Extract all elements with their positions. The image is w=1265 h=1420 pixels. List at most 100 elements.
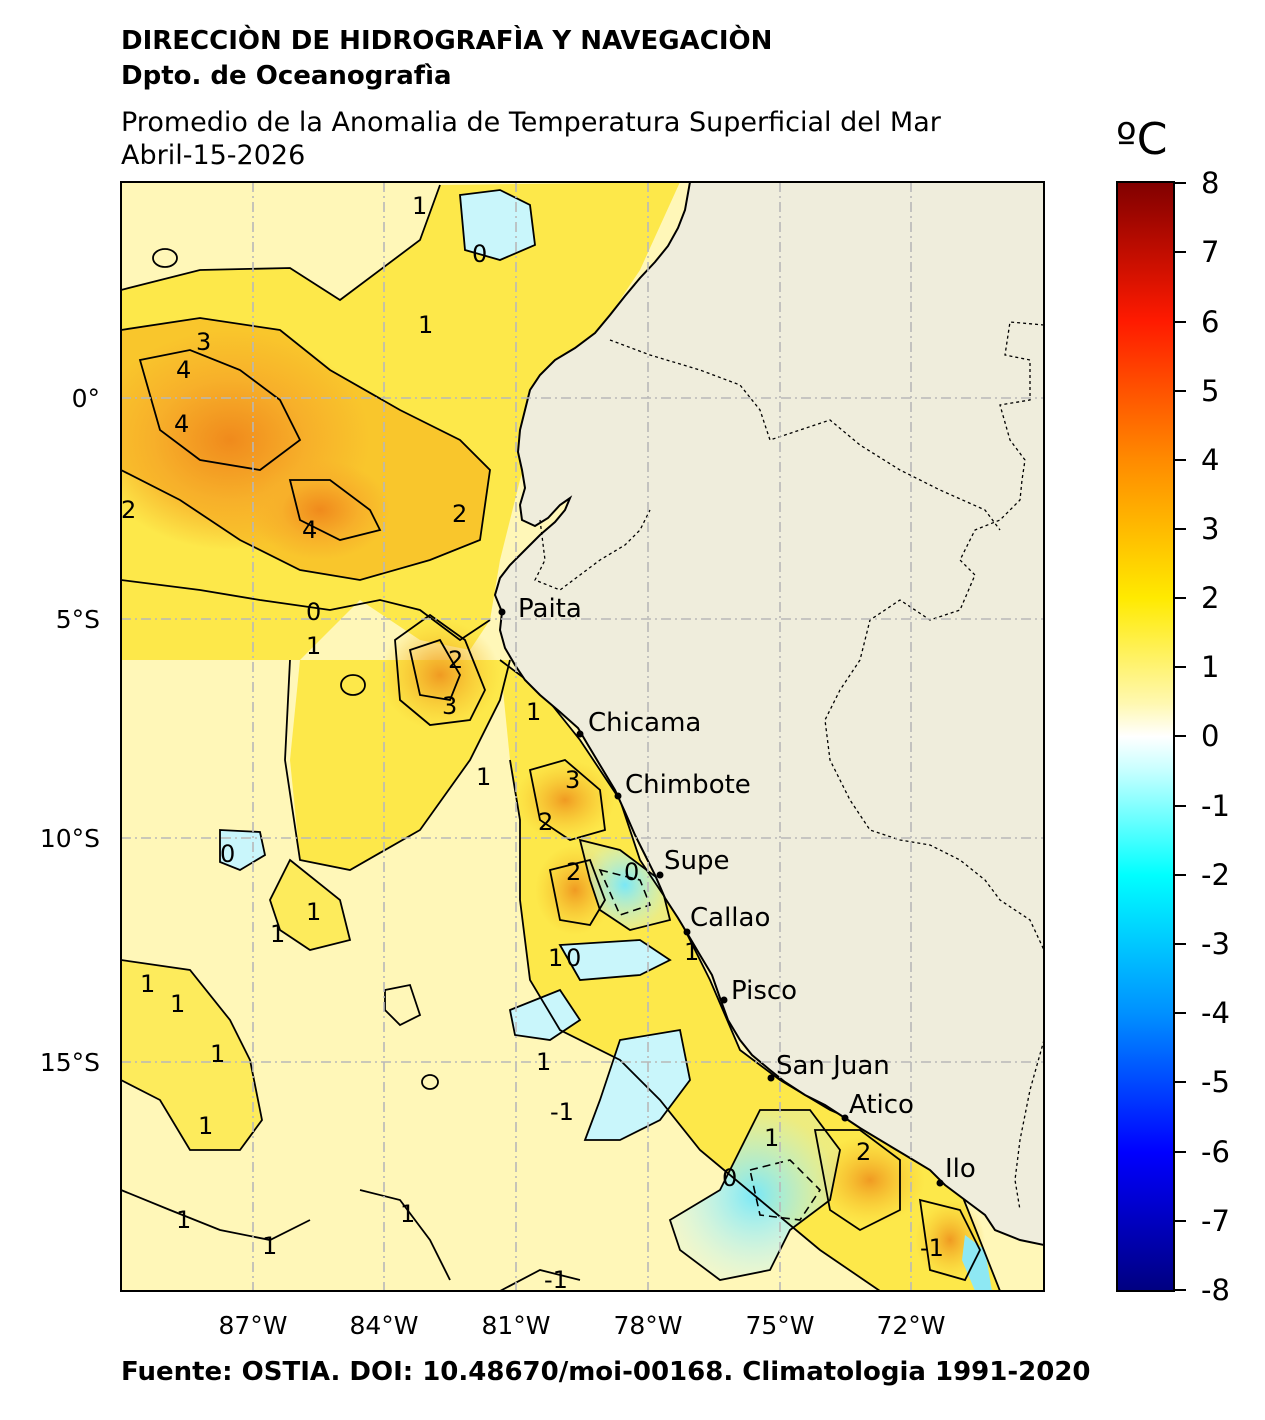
lat-tick-label: 5°S [56,605,100,634]
map-date: Abril-15-2026 [121,140,306,171]
anomaly-core-plus3-central [380,620,500,730]
contour-label: -1 [544,1266,568,1294]
latitude-tick-labels: 0° 5°S 10°S 15°S [40,384,100,1077]
colorbar-tick-label: -7 [1201,1204,1230,1238]
contour-label: 1 [684,938,699,966]
graticule [121,182,1044,1291]
colorbar-tick-label: 5 [1201,374,1219,408]
contour-label: 1 [536,1048,551,1076]
anomaly-zone-minus-pisco [510,990,580,1040]
contour-label: 1 [412,192,427,220]
contour-label: 2 [448,646,463,674]
colorbar [1116,181,1175,1292]
colorbar-tick-label: -1 [1201,789,1230,823]
negative-contour-lines [598,868,822,1221]
colorbar-tick-label: -8 [1201,1273,1230,1307]
colorbar-tick-label: 6 [1201,305,1219,339]
contour-label: 1 [306,632,321,660]
lon-tick-label: 87°W [218,1311,287,1340]
port-dot-ilo [936,1179,944,1187]
contour-label: 2 [452,500,467,528]
lon-tick-label: 78°W [613,1311,682,1340]
contour-label: 1 [198,1112,213,1140]
contour-label: 3 [196,328,211,356]
port-dot-supe [656,871,664,879]
port-dot-callao [683,928,691,936]
colorbar-tick-label: 0 [1201,719,1219,753]
contour-label: 2 [566,858,581,886]
contour-label: 1 [476,763,491,791]
port-label-paita: Paita [518,594,582,624]
contour-label: 1 [764,1124,779,1152]
contour-label: 1 [548,944,563,972]
contour-label: 3 [442,692,457,720]
lon-tick-label: 72°W [876,1311,945,1340]
port-label-sanjuan: San Juan [776,1051,890,1081]
port-labels: Paita Chicama Chimbote Supe Callao Pisco… [518,594,976,1184]
colorbar-ticks [1174,182,1186,1291]
contour-label: -1 [550,1098,574,1126]
port-label-callao: Callao [690,903,770,933]
contour-label: 1 [306,898,321,926]
lat-tick-label: 0° [72,384,100,413]
lon-tick-label: 81°W [481,1311,550,1340]
anomaly-zone-minus-callao [560,940,670,980]
data-source-footer: Fuente: OSTIA. DOI: 10.48670/moi-00168. … [121,1357,1091,1387]
port-label-pisco: Pisco [731,976,797,1006]
colorbar-tick-label: 1 [1201,650,1219,684]
contour-label: 2 [538,808,553,836]
port-markers [498,608,944,1187]
anomaly-zone-plus1-southwest [121,960,262,1150]
contour-label: 1 [210,1040,225,1068]
port-label-chicama: Chicama [588,708,701,738]
port-dot-pisco [720,996,728,1004]
port-dot-chicama [576,730,584,738]
port-dot-atico [841,1114,849,1122]
anomaly-core-plus4-east [250,460,390,560]
lon-tick-label: 84°W [349,1311,418,1340]
contour-label-group: 1 0 1 3 4 4 4 2 2 0 1 2 3 1 1 3 2 2 0 0 … [121,192,944,1294]
contour-label: 0 [624,858,639,886]
colorbar-tick-label: 7 [1201,235,1219,269]
contour-label: 1 [176,1206,191,1234]
map-title: Promedio de la Anomalia de Temperatura S… [121,107,941,138]
contour-label: 0 [722,1164,737,1192]
colorbar-tick-label: -6 [1201,1135,1230,1169]
contour-label: 0 [306,598,321,626]
port-label-chimbote: Chimbote [625,770,751,800]
anomaly-zone-minus-ilo [962,1235,992,1291]
colorbar-tick-label: 2 [1201,581,1219,615]
colorbar-tick-label: 4 [1201,443,1219,477]
contour-label: 0 [566,944,581,972]
contour-label: 4 [176,356,191,384]
department-title: Dpto. de Oceanografìa [121,61,452,91]
colorbar-tick-label: 3 [1201,512,1219,546]
country-borders [534,321,1044,1211]
port-label-atico: Atico [849,1090,914,1120]
colorbar-tick-label: -2 [1201,858,1230,892]
colorbar-tick-labels: 8 7 6 5 4 3 2 1 0 -1 -2 -3 -4 -5 -6 -7 -… [1201,166,1230,1307]
anomaly-zone-minus-west [220,830,265,870]
contour-label: 4 [302,516,317,544]
contour-label: 4 [174,410,189,438]
port-dot-chimbote [614,792,622,800]
lon-tick-label: 75°W [745,1311,814,1340]
colorbar-unit: ºC [1116,114,1168,165]
colorbar-tick-label: 8 [1201,166,1219,200]
contour-label: 3 [565,766,580,794]
anomaly-zone-minus-sanjuan [585,1030,690,1140]
contour-label: 1 [140,970,155,998]
colorbar-tick-label: -3 [1201,927,1230,961]
contour-label: 1 [418,311,433,339]
lat-tick-label: 15°S [40,1048,100,1077]
contour-label: 2 [856,1138,871,1166]
contour-label: -1 [920,1234,944,1262]
contour-label: 1 [400,1200,415,1228]
contour-label: 1 [170,990,185,1018]
colorbar-tick-label: -5 [1201,1065,1230,1099]
port-label-supe: Supe [664,846,729,876]
port-dot-paita [498,608,506,616]
map-frame [120,181,1045,1292]
contour-label: 0 [472,240,487,268]
